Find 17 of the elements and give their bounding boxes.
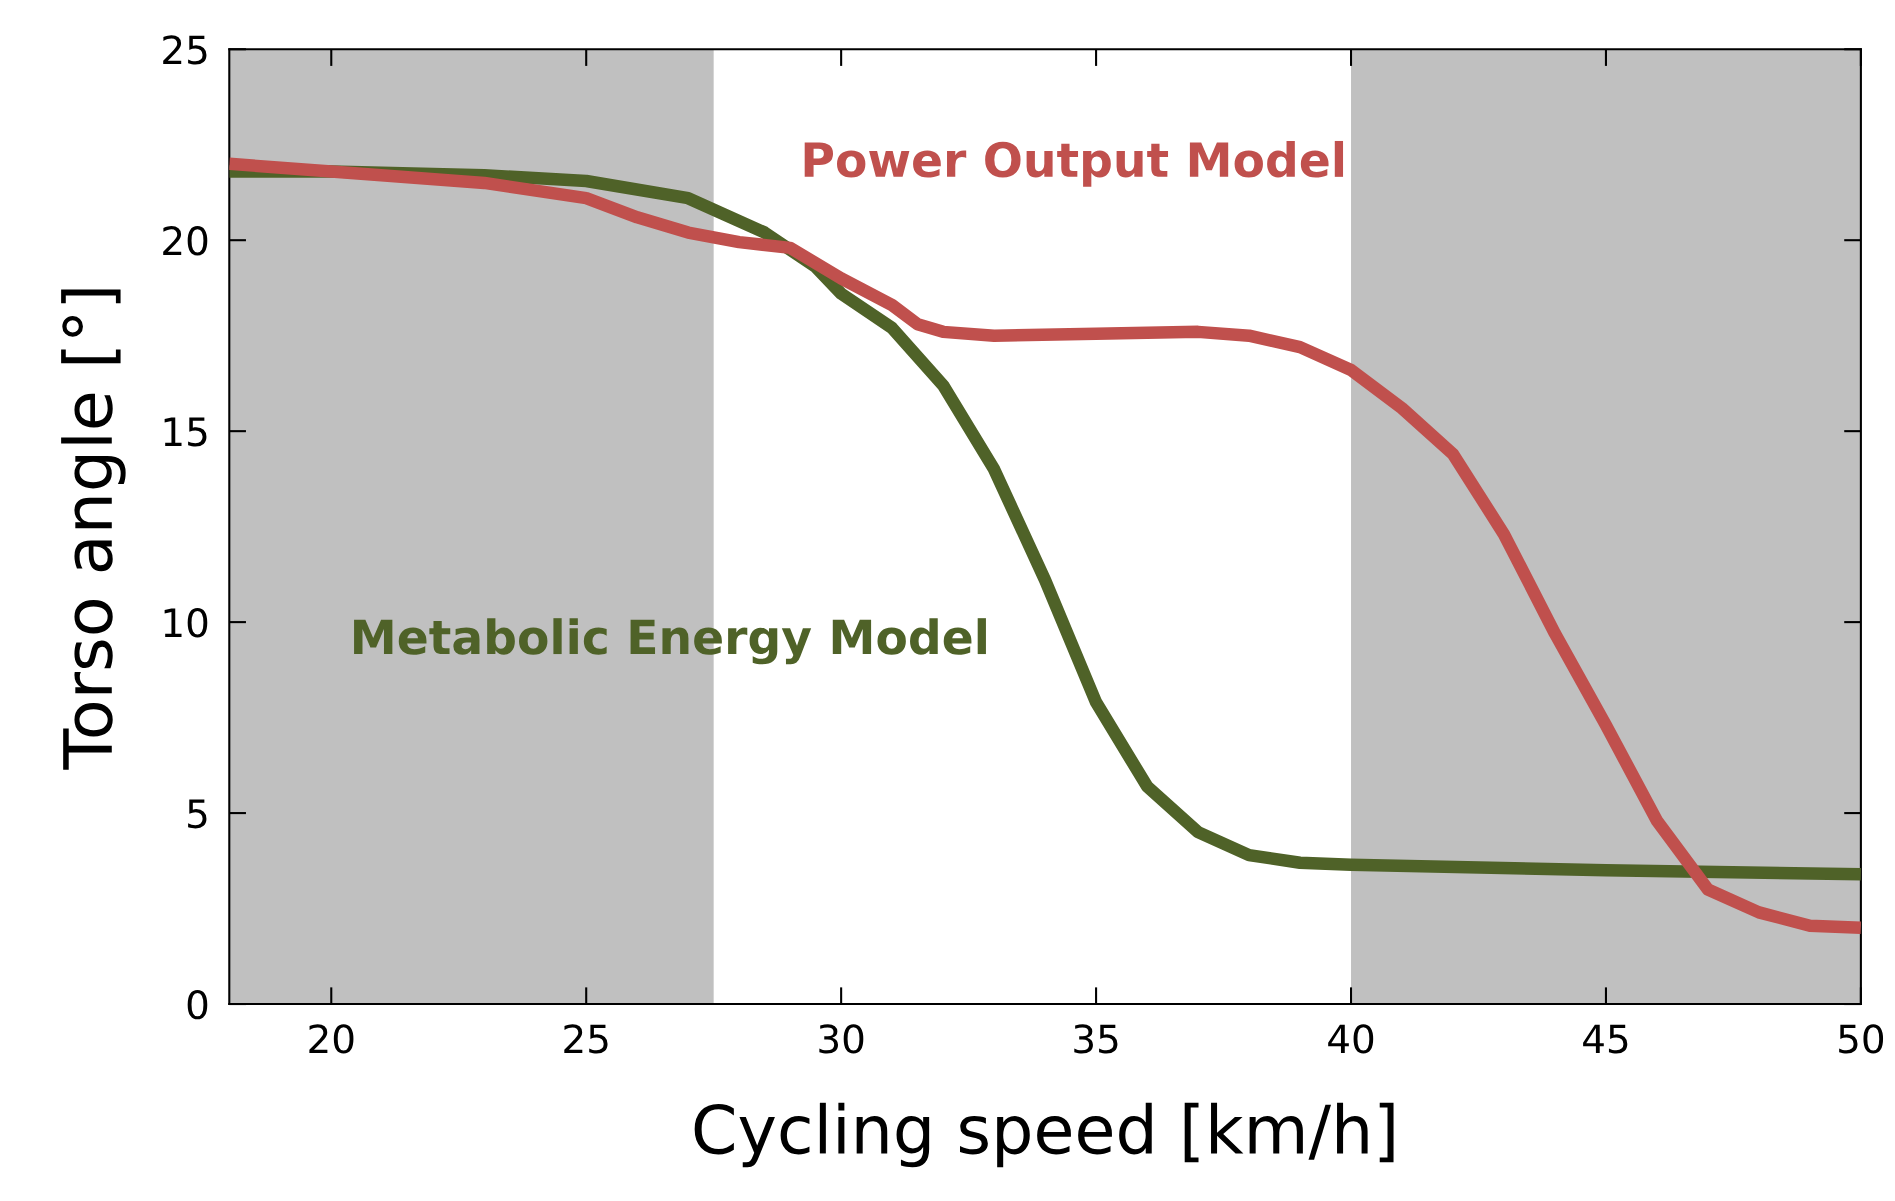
x-tick-label: 35 [1074, 1024, 1118, 1054]
y-tick-label: 10 [164, 608, 208, 638]
y-tick-label: 0 [187, 989, 208, 1020]
y-tick-label: 20 [163, 226, 208, 256]
series-label: Metabolic Energy Model [354, 618, 986, 665]
x-tick-label: 45 [1583, 1024, 1628, 1054]
x-tick-label: 20 [309, 1024, 354, 1054]
y-tick-label: 5 [188, 799, 207, 829]
y-tick-label: 25 [163, 35, 207, 65]
x-axis-title: Cycling speed [km/h] [694, 1102, 1394, 1168]
x-tick-label: 50 [1839, 1024, 1884, 1054]
x-tick-label: 40 [1328, 1024, 1374, 1054]
x-tick-label: 25 [564, 1024, 608, 1054]
x-tick-label: 30 [819, 1024, 864, 1054]
y-tick-label: 15 [164, 417, 207, 447]
series-label: Power Output Model [804, 140, 1344, 187]
y-axis-title: Torso angle [°] [61, 289, 126, 770]
